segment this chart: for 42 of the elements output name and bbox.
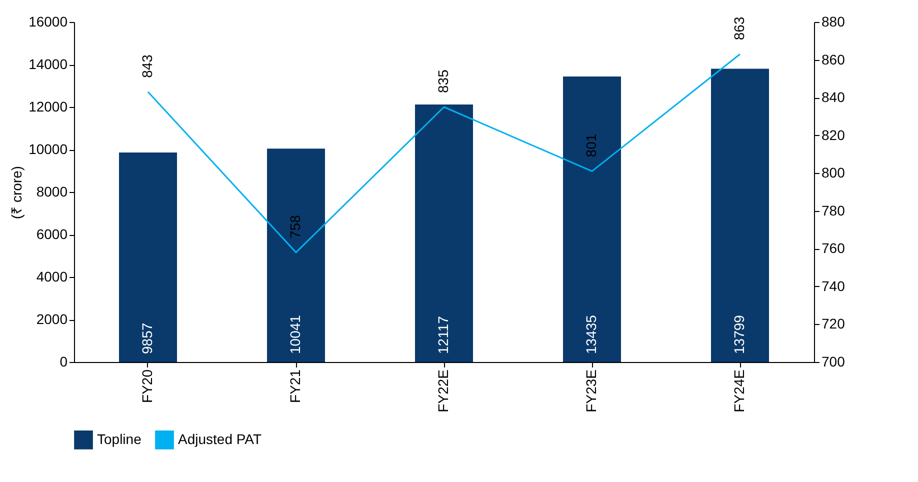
bar (711, 68, 769, 362)
y2-tick-label: 840 (822, 89, 846, 106)
x-tick-label: FY20 (139, 369, 155, 403)
x-tick-label: FY24E (731, 370, 747, 412)
y-tick-label: 6000 (36, 226, 68, 242)
data-label: 801 (583, 134, 599, 158)
bar (415, 104, 473, 362)
y2-tick-label: 760 (822, 240, 846, 256)
y2-tick-label: 740 (822, 278, 846, 294)
x-tick-label: FY21 (287, 369, 303, 403)
y2-tick-label: 780 (822, 202, 846, 218)
y2-tick-label: 800 (822, 164, 846, 181)
bar (563, 76, 621, 362)
data-label: 9857 (139, 322, 155, 354)
x-tick-label: FY23E (583, 370, 599, 412)
y-tick-label: 4000 (36, 268, 68, 284)
bar (267, 148, 325, 362)
data-label: 10041 (287, 314, 303, 354)
data-label: 13435 (583, 314, 599, 354)
legend-label: Topline (97, 430, 142, 447)
y2-tick-label: 720 (822, 316, 846, 332)
data-label: 758 (287, 214, 303, 238)
y-tick-label: 2000 (36, 311, 68, 327)
legend-label: Adjusted PAT (178, 430, 262, 447)
data-label: 835 (435, 69, 451, 93)
data-label: 13799 (731, 314, 747, 354)
y-axis-title: (₹ crore) (8, 166, 25, 220)
y-tick-label: 14000 (28, 56, 68, 72)
y2-tick-label: 820 (822, 126, 846, 143)
y2-tick-label: 700 (822, 354, 846, 370)
y2-tick-label: 880 (822, 14, 846, 30)
y-tick-label: 8000 (36, 184, 68, 200)
y-tick-label: 16000 (28, 14, 68, 30)
data-label: 863 (731, 16, 747, 40)
data-label: 843 (139, 54, 155, 78)
y-tick-label: 0 (60, 354, 68, 370)
y-tick-label: 10000 (28, 141, 68, 157)
data-label: 12117 (435, 316, 451, 354)
y-tick-label: 12000 (28, 98, 68, 114)
x-tick-label: FY22E (435, 370, 451, 412)
y2-tick-label: 860 (822, 51, 846, 68)
bar (119, 152, 177, 362)
